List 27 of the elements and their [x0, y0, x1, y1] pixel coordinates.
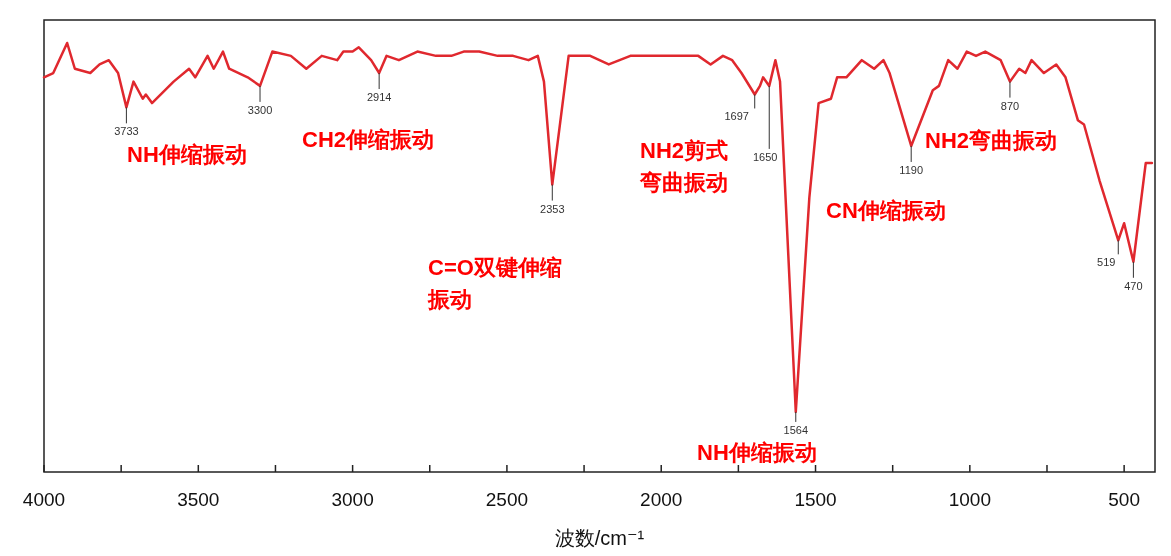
- x-tick-label: 1500: [794, 489, 837, 510]
- annotation: 1564: [783, 423, 809, 436]
- x-tick-label: 2500: [485, 489, 529, 510]
- annotation: NH伸缩振动: [697, 440, 817, 465]
- x-tick-label: 2000: [640, 489, 683, 510]
- annotation: 2914: [366, 91, 392, 104]
- annotation: CN伸缩振动: [826, 198, 946, 223]
- x-tick-label: 3500: [177, 489, 220, 510]
- annotation: 2353: [540, 202, 565, 215]
- annotation: NH伸缩振动: [127, 142, 247, 167]
- annotation: NH2弯曲振动: [925, 128, 1058, 153]
- annotation: 870: [1000, 99, 1020, 112]
- x-tick-label: 500: [1108, 489, 1140, 510]
- annotation: 1697: [724, 110, 749, 123]
- x-tick-label: 3000: [331, 489, 374, 510]
- x-axis-title: 波数/cm⁻¹: [554, 527, 645, 549]
- x-tick-label: 4000: [22, 489, 66, 510]
- annotation: C=O双键伸缩振动: [427, 255, 562, 312]
- annotation: 519: [1097, 256, 1116, 269]
- annotation: 3300: [247, 103, 273, 116]
- annotation: NH2剪式弯曲振动: [639, 138, 729, 195]
- annotation: 470: [1124, 279, 1143, 292]
- x-tick-label: 1000: [948, 489, 991, 510]
- annotation: CH2伸缩振动: [302, 127, 435, 152]
- annotation: 1190: [899, 163, 924, 176]
- annotation: 3733: [114, 125, 139, 138]
- annotation: 1650: [752, 150, 778, 163]
